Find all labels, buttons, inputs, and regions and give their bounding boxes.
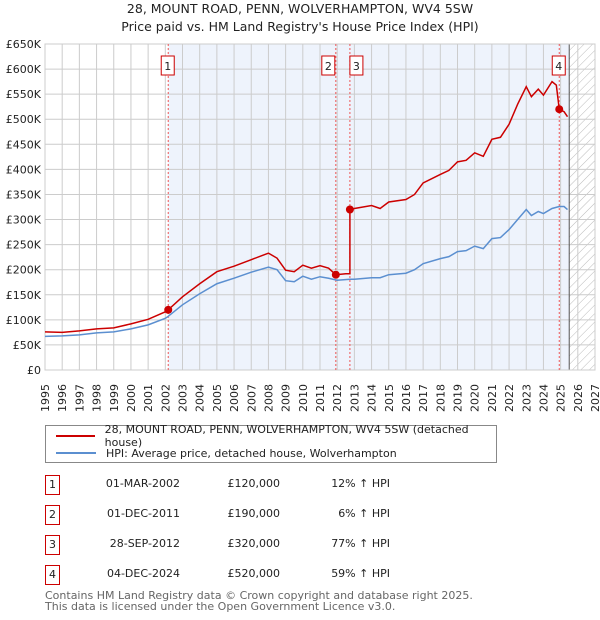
x-tick-label: 2022 <box>503 384 516 412</box>
x-tick-label: 2016 <box>400 384 413 412</box>
y-tick-label: £300K <box>6 214 42 227</box>
plot-area: 1995 1996 1997 1998 1999 2000 2001 2002 2003 2004… <box>6 38 600 412</box>
chart-title: 28, MOUNT ROAD, PENN, WOLVERHAMPTON, WV4… <box>126 1 474 16</box>
shaded-region <box>168 44 570 370</box>
sale-label: 1 <box>160 55 175 76</box>
legend-swatch-blue <box>56 452 96 454</box>
legend-label: HPI: Average price, detached house, Wolv… <box>106 446 397 460</box>
x-tick-label: 2007 <box>245 384 258 412</box>
x-tick-label: 2027 <box>589 384 600 412</box>
x-tick-label: 2025 <box>555 384 568 412</box>
y-tick-label: £0 <box>27 364 41 377</box>
x-tick-label: 2012 <box>331 384 344 412</box>
x-tick-label: 2023 <box>520 384 533 412</box>
x-tick-label: 2005 <box>211 384 224 412</box>
y-tick-label: £400K <box>6 163 42 176</box>
sale-hpi-diff: 6% ↑ HPI <box>338 507 390 520</box>
sale-price: £190,000 <box>227 507 281 520</box>
x-tick-label: 2008 <box>262 384 275 412</box>
hpi-line <box>44 205 568 338</box>
x-tick-label: 2000 <box>125 384 138 412</box>
y-tick-label: £50K <box>13 339 42 352</box>
x-tick-label: 2011 <box>314 384 327 412</box>
x-tick-label: 2017 <box>417 384 430 412</box>
x-tick-label: 1999 <box>108 384 121 412</box>
x-tick-label: 1998 <box>91 384 104 412</box>
x-tick-label: 2018 <box>434 384 447 412</box>
sale-point <box>331 270 340 279</box>
x-tick-label: 1996 <box>56 384 69 412</box>
footer: Contains HM Land Registry data © Crown c… <box>45 590 473 612</box>
sale-label-box <box>321 55 336 76</box>
sale-hpi-diff: 77% ↑ HPI <box>331 537 390 550</box>
x-tick-label: 2021 <box>486 384 499 412</box>
sale-number: 4 <box>45 565 60 585</box>
x-tick-label: 2004 <box>194 384 207 412</box>
legend-swatch-red <box>56 435 95 437</box>
y-tick-label: £250K <box>6 239 42 252</box>
y-tick-label: £650K <box>6 38 42 51</box>
y-tick-label: £450K <box>6 138 42 151</box>
sale-point <box>164 305 173 314</box>
sale-label-box <box>551 55 566 76</box>
sale-date: 01-DEC-2011 <box>106 507 180 520</box>
sale-number: 3 <box>45 535 60 555</box>
sale-label-box <box>349 55 364 76</box>
x-tick-label: 2009 <box>280 384 293 412</box>
plot-border <box>44 43 596 371</box>
x-tick-label: 2020 <box>469 384 482 412</box>
x-tick-label: 1995 <box>39 384 52 412</box>
x-tick-label: 2026 <box>572 384 585 412</box>
x-tick-label: 2003 <box>177 384 190 412</box>
sale-label-box <box>160 55 175 76</box>
sale-point <box>555 105 564 114</box>
sale-number: 2 <box>45 505 60 525</box>
legend-item-property: 28, MOUNT ROAD, PENN, WOLVERHAMPTON, WV4… <box>56 423 496 449</box>
chart-subtitle: Price paid vs. HM Land Registry's House … <box>121 19 479 34</box>
x-tick-label: 2015 <box>383 384 396 412</box>
legend-label: 28, MOUNT ROAD, PENN, WOLVERHAMPTON, WV4… <box>104 423 469 449</box>
x-tick-label: 2019 <box>452 384 465 412</box>
sale-label-number: 2 <box>325 60 332 73</box>
y-tick-label: £500K <box>6 113 42 126</box>
sale-label: 3 <box>349 55 364 76</box>
sale-label-number: 4 <box>555 60 562 73</box>
y-tick-label: £600K <box>6 63 42 76</box>
x-tick-label: 2013 <box>348 384 361 412</box>
sale-price: £320,000 <box>227 537 281 550</box>
sale-hpi-diff: 12% ↑ HPI <box>331 477 390 490</box>
forecast-hatch <box>569 44 595 370</box>
sale-label-number: 3 <box>353 60 360 73</box>
y-tick-label: £100K <box>6 314 42 327</box>
sale-hpi-diff: 59% ↑ HPI <box>331 567 390 580</box>
y-tick-label: £550K <box>6 88 42 101</box>
footer-line: Contains HM Land Registry data © Crown c… <box>45 589 473 602</box>
x-tick-label: 2006 <box>228 384 241 412</box>
x-tick-label: 2001 <box>142 384 155 412</box>
x-tick-label: 2010 <box>297 384 310 412</box>
legend-item-hpi: HPI: Average price, detached house, Wolv… <box>56 445 397 461</box>
sale-label: 2 <box>321 55 336 76</box>
footer-line: This data is licensed under the Open Gov… <box>45 600 396 613</box>
sale-number: 1 <box>45 475 60 495</box>
y-tick-label: £150K <box>6 289 42 302</box>
x-tick-label: 2024 <box>537 384 550 412</box>
sale-label: 4 <box>551 55 566 76</box>
legend: 28, MOUNT ROAD, PENN, WOLVERHAMPTON, WV4… <box>45 423 497 463</box>
y-tick-label: £200K <box>6 264 42 277</box>
sale-price: £120,000 <box>227 477 281 490</box>
sale-point <box>345 205 354 214</box>
x-tick-label: 2014 <box>366 384 379 412</box>
x-tick-label: 2002 <box>159 384 172 412</box>
x-tick-label: 1997 <box>73 384 86 412</box>
sale-price: £520,000 <box>227 567 281 580</box>
sale-label-number: 1 <box>164 60 171 73</box>
sale-date: 01-MAR-2002 <box>105 477 180 490</box>
sale-date: 04-DEC-2024 <box>106 567 180 580</box>
y-tick-label: £350K <box>6 188 42 201</box>
sale-date: 28-SEP-2012 <box>109 537 180 550</box>
